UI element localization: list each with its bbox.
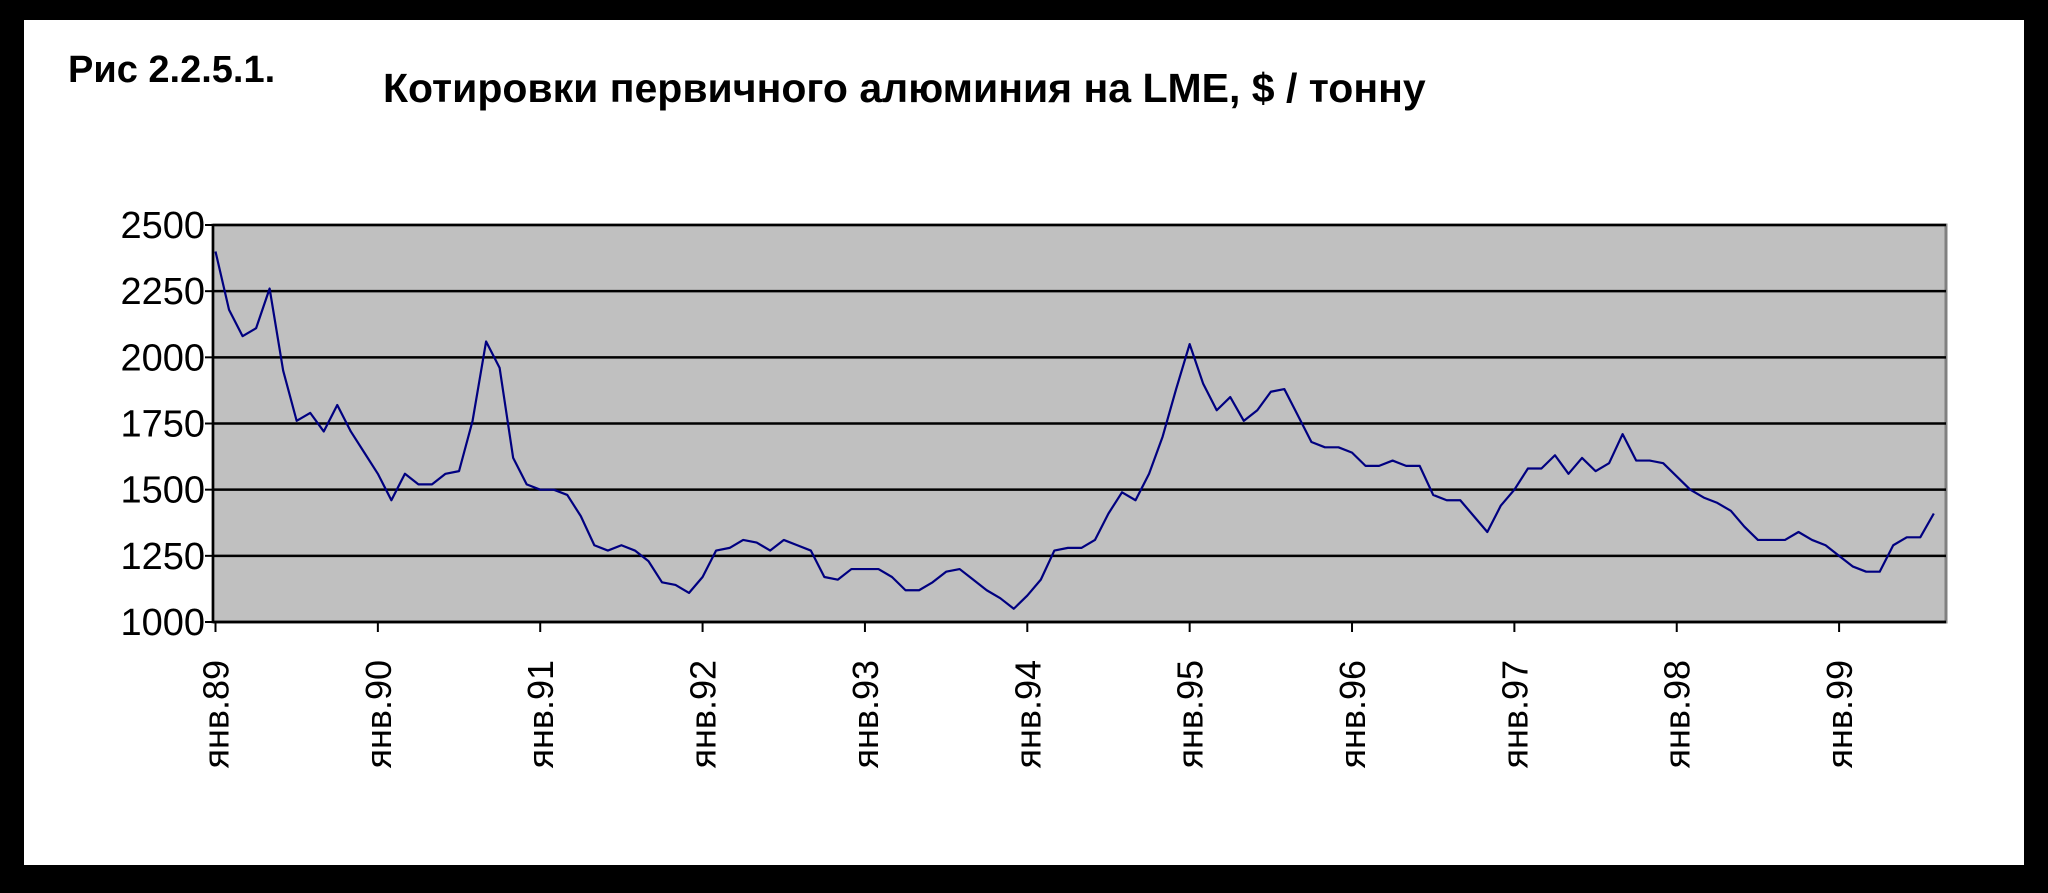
x-tick-label: янв.90	[358, 660, 399, 769]
x-tick-label: янв.97	[1494, 660, 1535, 769]
y-tick-label: 2000	[120, 337, 205, 379]
x-tick-label: янв.92	[683, 660, 724, 769]
y-tick-label: 2500	[120, 205, 205, 247]
y-tick-label: 1500	[120, 470, 205, 512]
x-tick-label: янв.89	[196, 660, 237, 769]
x-tick-label: янв.95	[1170, 660, 1211, 769]
price-line	[214, 251, 1935, 610]
chart-title: Котировки первичного алюминия на LME, $ …	[383, 65, 1426, 111]
x-tick-label: янв.93	[845, 660, 886, 769]
y-tick-label: 1000	[120, 602, 205, 644]
x-tick-label: янв.94	[1007, 660, 1048, 769]
y-tick-label: 2250	[120, 271, 205, 313]
x-tick-label: янв.98	[1657, 660, 1698, 769]
x-tick-label: янв.99	[1819, 660, 1860, 769]
x-tick-label: янв.96	[1332, 660, 1373, 769]
figure-label: Рис 2.2.5.1.	[68, 49, 275, 91]
x-tick-label: янв.91	[520, 660, 561, 769]
y-tick-label: 1750	[120, 404, 205, 446]
y-tick-label: 1250	[120, 536, 205, 578]
